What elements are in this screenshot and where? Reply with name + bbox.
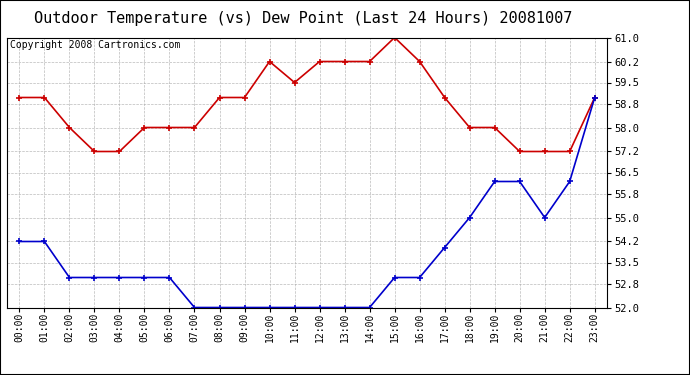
Text: Outdoor Temperature (vs) Dew Point (Last 24 Hours) 20081007: Outdoor Temperature (vs) Dew Point (Last… [34,11,573,26]
Text: Copyright 2008 Cartronics.com: Copyright 2008 Cartronics.com [10,40,180,50]
